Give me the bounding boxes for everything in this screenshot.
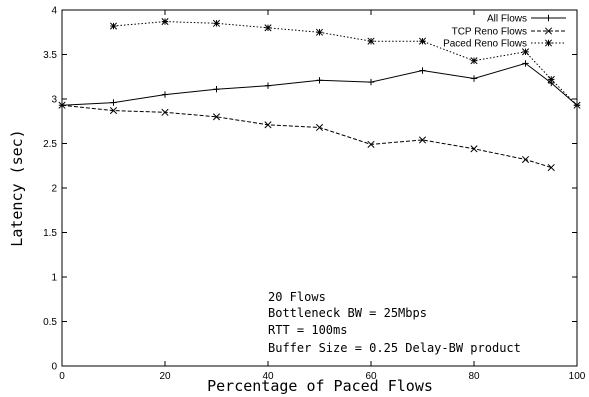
y-tick-label: 3.5 — [43, 50, 57, 61]
x-tick-label: 80 — [468, 371, 480, 382]
data-point — [161, 108, 169, 116]
y-tick-label: 0.5 — [43, 317, 57, 328]
data-point — [213, 86, 220, 93]
data-point — [367, 37, 375, 45]
legend-marker — [545, 14, 552, 22]
y-axis-title: Latency (sec) — [8, 129, 26, 246]
data-point — [419, 67, 426, 74]
data-point — [161, 91, 169, 98]
data-point — [470, 75, 478, 82]
y-tick-label: 1 — [51, 273, 57, 284]
series-line — [61, 62, 578, 106]
series-layer — [58, 18, 581, 172]
data-point — [547, 163, 555, 172]
series-0 — [58, 60, 581, 109]
x-tick-label: 100 — [569, 371, 586, 382]
y-tick-label: 0 — [51, 362, 57, 373]
legend-marker — [544, 27, 553, 35]
y-tick-label: 2.5 — [43, 139, 57, 150]
annotation-flows: 20 Flows — [268, 290, 326, 304]
data-point — [521, 48, 530, 56]
data-point — [109, 22, 118, 30]
data-point — [470, 57, 478, 65]
x-axis-title: Percentage of Paced Flows — [207, 377, 433, 395]
x-tick-label: 40 — [262, 371, 274, 382]
data-point — [573, 101, 581, 109]
x-tick-label: 0 — [59, 371, 65, 382]
series-2 — [109, 18, 581, 109]
annotation-buffer: Buffer Size = 0.25 Delay-BW product — [268, 341, 521, 355]
y-tick-label: 4 — [51, 6, 57, 17]
legend-label: Paced Reno Flows — [443, 39, 527, 50]
data-point — [367, 78, 375, 86]
y-tick-label: 1.5 — [43, 228, 57, 239]
legend-label: TCP Reno Flows — [452, 27, 527, 38]
annotation-block: 20 Flows Bottleneck BW = 25Mbps RTT = 10… — [268, 290, 521, 355]
data-point — [470, 145, 478, 153]
data-point — [522, 60, 529, 67]
legend-marker — [544, 39, 553, 47]
axis-ticks: 0 20 40 60 80 100 0 0.5 1 1.5 2 2.5 3 3.5 4 — [43, 6, 586, 383]
x-tick-label: 60 — [365, 371, 377, 382]
annotation-bottleneck: Bottleneck BW = 25Mbps — [268, 306, 427, 320]
data-point — [212, 113, 221, 121]
data-point — [418, 37, 427, 45]
data-point — [418, 136, 427, 144]
data-point — [521, 155, 530, 164]
x-tick-label: 20 — [159, 371, 171, 382]
data-point — [264, 24, 272, 32]
y-tick-label: 3 — [51, 95, 57, 106]
data-point — [316, 77, 323, 84]
data-point — [109, 107, 118, 115]
data-point — [161, 18, 169, 26]
data-point — [315, 28, 324, 36]
legend-label: All Flows — [487, 14, 527, 25]
series-line — [61, 104, 552, 168]
data-point — [110, 99, 117, 106]
data-point — [315, 123, 324, 132]
data-point — [367, 140, 375, 148]
data-point — [547, 75, 555, 83]
data-point — [264, 82, 272, 89]
y-tick-label: 2 — [51, 184, 57, 195]
annotation-rtt: RTT = 100ms — [268, 323, 347, 337]
data-point — [58, 101, 66, 109]
data-point — [264, 121, 272, 129]
data-point — [212, 19, 221, 27]
series-1 — [58, 101, 555, 172]
